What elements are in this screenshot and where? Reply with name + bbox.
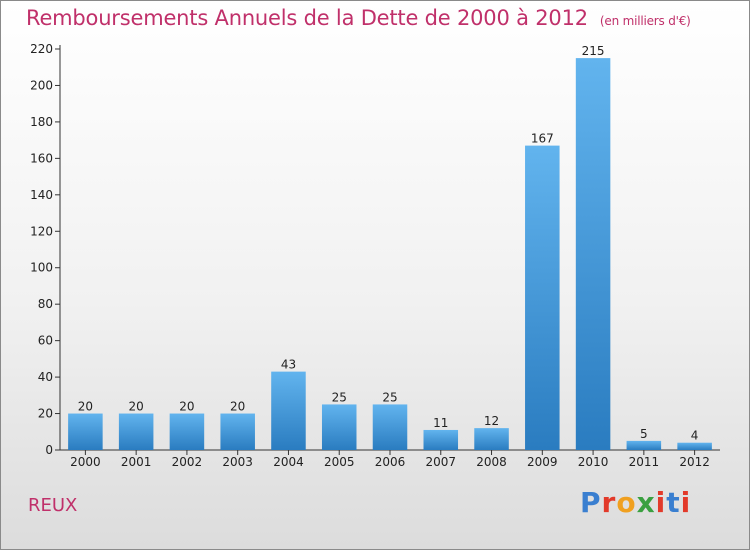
logo-letter: r [601, 486, 617, 519]
title-text: Remboursements Annuels de la Dette de 20… [26, 6, 588, 30]
x-tick-label: 2001 [121, 455, 152, 469]
y-tick-label: 80 [38, 297, 53, 311]
bar-2008 [474, 428, 509, 450]
bar-2003 [220, 413, 255, 450]
x-tick-label: 2011 [629, 455, 660, 469]
bar-2002 [169, 413, 205, 450]
value-label: 5 [640, 427, 648, 441]
y-tick-label: 160 [30, 151, 53, 165]
y-tick-label: 220 [30, 42, 53, 56]
value-label: 11 [433, 416, 448, 430]
value-label: 20 [78, 400, 93, 414]
y-tick-label: 200 [30, 78, 53, 92]
x-tick-label: 2008 [476, 455, 507, 469]
x-tick-label: 2004 [273, 455, 304, 469]
logo-letter: t [666, 486, 681, 519]
bar-2010 [575, 58, 611, 450]
value-label: 4 [691, 429, 699, 443]
y-tick-label: 100 [30, 261, 53, 275]
x-tick-label: 2012 [679, 455, 710, 469]
value-label: 25 [382, 390, 397, 404]
proxiti-logo: Proxiti [580, 486, 691, 519]
y-tick-label: 140 [30, 188, 53, 202]
value-label: 215 [582, 44, 605, 58]
place-name: REUX [28, 495, 78, 516]
value-label: 12 [484, 414, 499, 428]
x-tick-label: 2006 [375, 455, 406, 469]
x-tick-label: 2009 [527, 455, 558, 469]
value-label: 20 [179, 400, 194, 414]
logo-letter: o [616, 486, 637, 519]
bar-2012 [677, 442, 712, 450]
logo-letter: x [636, 486, 656, 519]
y-tick-label: 60 [38, 334, 53, 348]
y-tick-label: 0 [45, 443, 53, 457]
logo-letter: P [580, 486, 602, 519]
x-tick-label: 2010 [578, 455, 609, 469]
value-label: 167 [531, 132, 554, 146]
value-label: 43 [281, 358, 296, 372]
logo-letter: i [680, 486, 692, 519]
bar-2000 [68, 413, 103, 450]
bar-2007 [423, 429, 459, 450]
value-label: 25 [332, 390, 347, 404]
chart-title: Remboursements Annuels de la Dette de 20… [26, 6, 691, 30]
x-tick-label: 2003 [222, 455, 253, 469]
x-tick-label: 2005 [324, 455, 355, 469]
value-label: 20 [230, 400, 245, 414]
x-tick-label: 2002 [172, 455, 203, 469]
bar-2011 [626, 440, 662, 450]
bar-2001 [118, 413, 154, 450]
bar-2006 [372, 404, 408, 450]
y-tick-label: 120 [30, 224, 53, 238]
title-unit: (en milliers d'€) [599, 14, 691, 28]
logo-letter: i [655, 486, 667, 519]
value-label: 20 [129, 400, 144, 414]
y-tick-label: 40 [38, 370, 53, 384]
x-tick-label: 2007 [425, 455, 456, 469]
y-tick-label: 20 [38, 407, 53, 421]
bar-2009 [525, 145, 560, 450]
bar-2005 [321, 404, 357, 450]
bar-2004 [271, 371, 306, 450]
y-tick-label: 180 [30, 115, 53, 129]
x-tick-label: 2000 [70, 455, 101, 469]
